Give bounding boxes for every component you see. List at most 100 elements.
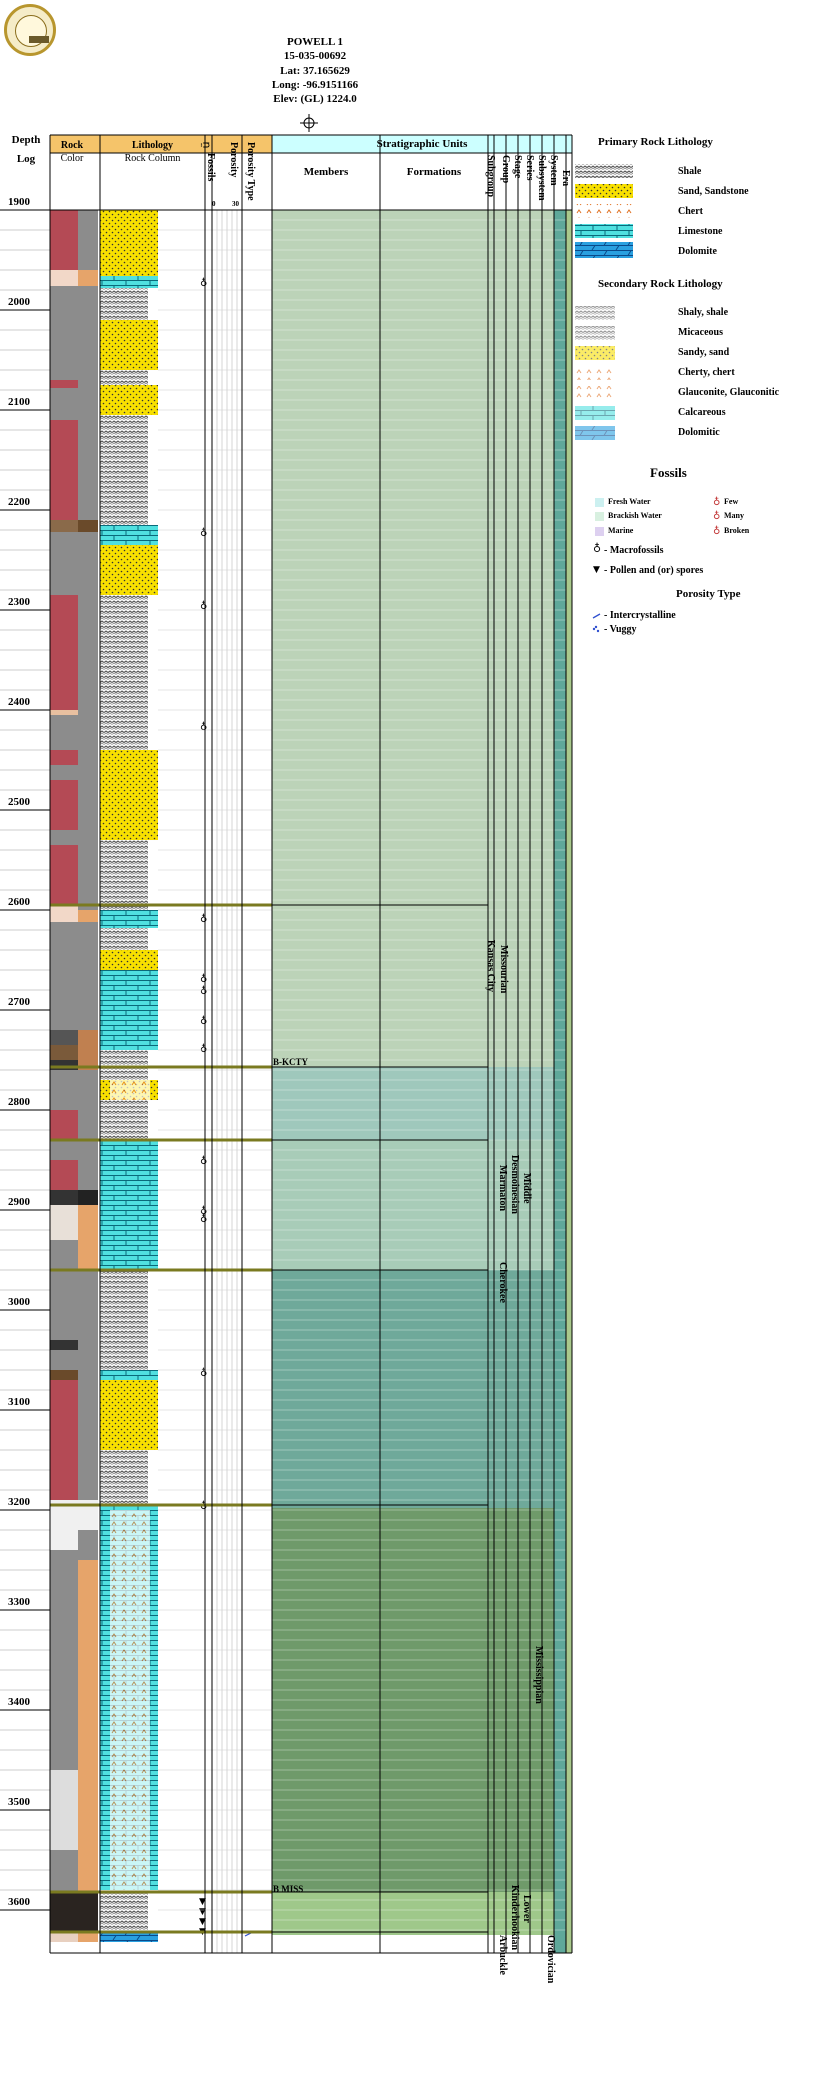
- lithology-lime: [100, 1140, 158, 1210]
- rock-color-interval: [50, 1270, 78, 1340]
- depth-label: 3100: [8, 1396, 30, 1408]
- lithology-shale: [100, 595, 148, 710]
- depth-label: 3500: [8, 1796, 30, 1808]
- legend-micaceous: Micaceous: [678, 327, 723, 338]
- legend-brackish-water: Brackish Water: [608, 511, 662, 520]
- macrofossil-icon: ♁: [200, 1043, 207, 1055]
- depth-label: 3200: [8, 1496, 30, 1508]
- rock-color-interval: [50, 830, 78, 845]
- legend-intercrystalline: - Intercrystalline: [604, 610, 676, 621]
- rock-color-interval: [50, 1070, 78, 1110]
- rock-color-interval: [50, 1892, 78, 1932]
- lithology-shale: [100, 288, 148, 320]
- rock-color-interval: [50, 1550, 78, 1610]
- rock-color-interval: [50, 286, 78, 310]
- legend-brackish-water-swatch: [595, 512, 604, 521]
- lithology-shale: [100, 1100, 148, 1140]
- rock-color-secondary: [78, 1190, 98, 1205]
- strat-block-4: [272, 1140, 566, 1270]
- formation-top-line: [50, 1890, 272, 1894]
- rock-color-interval: [50, 1450, 78, 1500]
- strat-kinderhookian: Kinderhookian: [509, 1885, 520, 1951]
- depth-label: 3000: [8, 1296, 30, 1308]
- porosity-header: Porosity: [228, 142, 239, 178]
- lithology-chert-overlay: [110, 1080, 150, 1100]
- strat-block-1: [272, 210, 566, 910]
- rock-color-interval: [50, 555, 78, 595]
- legend-chert: Chert: [678, 206, 703, 217]
- rock-color-secondary: [78, 520, 98, 532]
- rock-color-interval: [50, 765, 78, 780]
- lithology-chert-overlay: [110, 1510, 150, 1890]
- rock-color-secondary: [78, 1560, 98, 1892]
- era-column-bg: [566, 210, 572, 1953]
- rock-column-header: Rock Column: [124, 153, 181, 164]
- rock-color-interval: [50, 210, 78, 270]
- rock-color-interval: [50, 710, 78, 715]
- lithology-sand: [100, 1380, 158, 1450]
- rock-color-interval: [50, 845, 78, 905]
- rock-color-interval: [50, 780, 78, 830]
- legend-swatch-limestone: [575, 224, 633, 238]
- rock-color-secondary: [78, 286, 98, 420]
- macrofossil-icon: ♁: [200, 527, 207, 539]
- rock-color-interval: [50, 750, 78, 765]
- legend-macrofossils: - Macrofossils: [604, 545, 664, 556]
- strat-mississippian: Mississippian: [533, 1646, 544, 1704]
- lithology-lime: [100, 1210, 158, 1270]
- rock-color-interval: [50, 532, 78, 555]
- elevation: Elev: (GL) 1224.0: [273, 93, 357, 106]
- depth-label: 3400: [8, 1696, 30, 1708]
- lithology-shale: [100, 710, 148, 750]
- well-name: POWELL 1: [287, 36, 343, 48]
- lithology-dolo: [100, 1932, 158, 1942]
- legend-swatch-micaceous: [575, 326, 615, 340]
- depth-label: 2900: [8, 1196, 30, 1208]
- legend-vuggy: - Vuggy: [604, 624, 637, 635]
- pollen-icon: ▼: [199, 1897, 206, 1907]
- legend-shaly: Shaly, shale: [678, 307, 729, 318]
- rock-color-interval: [50, 1160, 78, 1190]
- depth-label: 2400: [8, 696, 30, 708]
- rock-color-secondary: [78, 1270, 98, 1500]
- rock-color-interval: [50, 388, 78, 420]
- rock-color-interval: [50, 1350, 78, 1370]
- legend-sandstone: Sand, Sandstone: [678, 186, 749, 197]
- legend-few-icon: ♁: [713, 496, 720, 508]
- rock-color-secondary: [78, 210, 98, 270]
- lithology-lime: [100, 525, 158, 545]
- strat-block-2: [272, 910, 566, 1067]
- legend-pollen: - Pollen and (or) spores: [604, 565, 704, 576]
- lithology-header: Lithology: [131, 140, 174, 151]
- formation-top-line: [50, 1065, 272, 1069]
- pollen-icon: ▼: [199, 1907, 206, 1917]
- legend-many-icon: ♁: [713, 510, 720, 522]
- lithology-shale: [100, 415, 148, 525]
- rock-color-interval: [50, 380, 78, 388]
- rock-color-interval: [50, 595, 78, 710]
- legend-swatch-shale: [575, 164, 633, 178]
- porosity-scale-min: 0: [212, 200, 216, 208]
- legend-swatch-chert: [575, 204, 633, 218]
- legend-swatch-dolomite: [575, 242, 633, 258]
- well-header: POWELL 1 15-035-00692 Lat: 37.165629 Lon…: [230, 35, 400, 106]
- strat-ordovician: Ordovician: [545, 1935, 556, 1984]
- macrofossil-icon: ♁: [200, 600, 207, 612]
- lithology-sand: [100, 750, 158, 840]
- depth-label: 2100: [8, 396, 30, 408]
- strat-block-6: [272, 1508, 566, 1892]
- strat-block-3: [272, 1067, 566, 1140]
- strat-arbuckle: Arbuckle: [497, 1935, 508, 1975]
- rock-color-interval: [50, 1045, 78, 1060]
- rock-color-secondary: [78, 1892, 98, 1932]
- porosity-type-header: Porosity Type: [245, 142, 256, 201]
- depth-label: 1900: [8, 196, 30, 208]
- lithology-shale: [100, 1450, 148, 1505]
- legend-few: Few: [724, 497, 739, 506]
- rock-color-secondary: [78, 1205, 98, 1270]
- legend-marine: Marine: [608, 526, 634, 535]
- color-header: Color: [60, 153, 84, 164]
- api-number: 15-035-00692: [283, 50, 347, 63]
- top-label-bmiss: B MISS: [273, 1884, 304, 1894]
- lithology-header-bg: [50, 135, 242, 153]
